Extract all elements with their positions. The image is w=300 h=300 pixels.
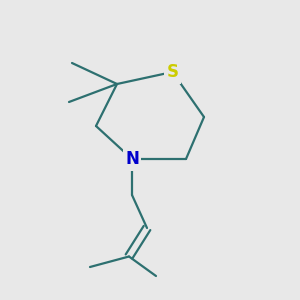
Text: N: N bbox=[125, 150, 139, 168]
Text: S: S bbox=[167, 63, 178, 81]
